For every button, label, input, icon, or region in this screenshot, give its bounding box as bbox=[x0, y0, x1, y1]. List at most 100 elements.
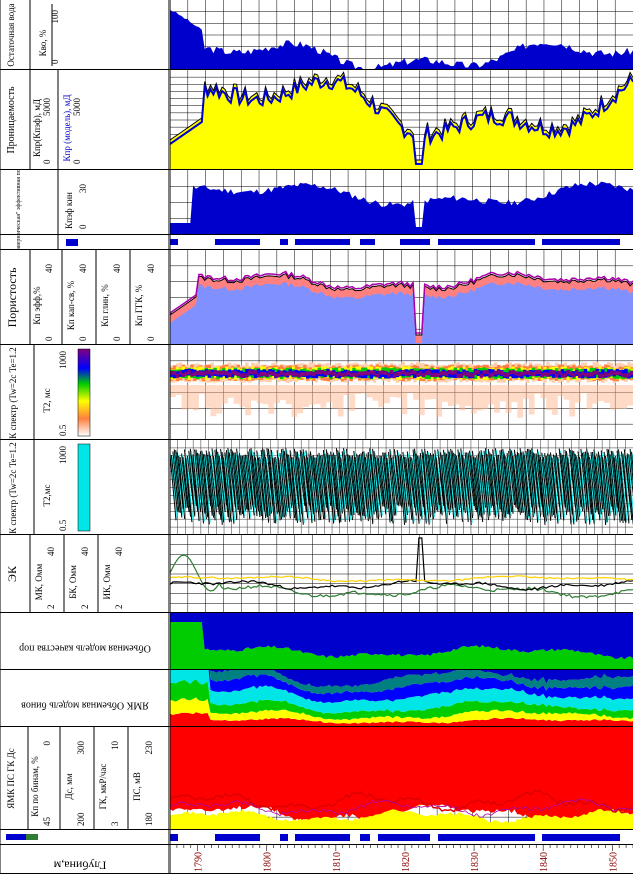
spectrum-cell bbox=[500, 371, 503, 375]
spectrum-cell bbox=[297, 374, 300, 378]
spectrum-cell bbox=[179, 371, 182, 375]
spectrum-cell bbox=[283, 373, 286, 377]
spectrum-cell bbox=[607, 373, 610, 377]
spectrum-cell bbox=[454, 370, 457, 374]
cavern-interval bbox=[360, 239, 375, 245]
cavern-interval bbox=[438, 239, 535, 245]
spectrum-cell bbox=[402, 370, 405, 374]
spectrum-cell bbox=[292, 385, 298, 417]
spectrum-cell bbox=[237, 372, 240, 376]
spectrum-cell bbox=[384, 385, 390, 403]
header-strip bbox=[0, 830, 170, 845]
spectrum-cell bbox=[176, 374, 179, 378]
spectrum-cell bbox=[378, 385, 384, 407]
spectrum-cell bbox=[416, 373, 419, 377]
spectrum-cell bbox=[352, 373, 355, 377]
spectrum-cell bbox=[459, 385, 465, 410]
spectrum-cell bbox=[474, 371, 477, 375]
strip-interval bbox=[280, 834, 288, 841]
spectrum-cell bbox=[234, 385, 240, 404]
scale-max: 40 bbox=[80, 547, 90, 557]
spectrum-cell bbox=[358, 372, 361, 376]
spectrum-cell bbox=[448, 385, 454, 406]
scale-max: 40 bbox=[78, 264, 88, 274]
spectrum-cell bbox=[176, 385, 182, 395]
spectrum-cell bbox=[286, 385, 292, 404]
curve-label: Кп эфф,% bbox=[32, 286, 42, 325]
scale-max: 40 bbox=[146, 264, 156, 274]
spectrum-cell bbox=[494, 385, 500, 413]
spectrum-cell bbox=[575, 385, 581, 403]
scale-min: 2 bbox=[46, 605, 56, 610]
track-title: ЯМК Объемная модель бинов bbox=[21, 700, 149, 711]
scale-max: 300 bbox=[76, 741, 86, 755]
spectrum-cell bbox=[338, 385, 344, 417]
spectrum-cell bbox=[465, 372, 468, 376]
track-title: Пористость bbox=[5, 267, 19, 327]
spectrum-cell bbox=[213, 370, 216, 374]
track-title: Объемная модель качества пор bbox=[19, 643, 151, 654]
spectrum-cell bbox=[260, 372, 263, 376]
spectrum-cell bbox=[268, 371, 271, 375]
track-binvol bbox=[170, 670, 633, 727]
spectrum-cell bbox=[454, 385, 460, 404]
spectrum-cell bbox=[624, 374, 627, 378]
spectrum-cell bbox=[430, 385, 436, 399]
spectrum-cell bbox=[306, 372, 309, 376]
spectrum-cell bbox=[459, 374, 462, 378]
spectrum-cell bbox=[523, 385, 529, 399]
scale-min: 0 bbox=[112, 336, 122, 341]
spectrum-cell bbox=[506, 373, 509, 377]
spectrum-cell bbox=[564, 385, 570, 400]
spectrum-cell bbox=[355, 385, 361, 394]
spectrum-cell bbox=[627, 385, 633, 406]
spectrum-cell bbox=[413, 371, 416, 375]
header-binvol: ЯМК Объемная модель бинов bbox=[0, 670, 170, 727]
scale-max: 40 bbox=[112, 264, 122, 274]
spectrum-cell bbox=[199, 371, 202, 375]
spectrum-cell bbox=[480, 374, 483, 378]
spectrum-cell bbox=[393, 373, 396, 377]
spectrum-cell bbox=[309, 371, 312, 375]
spectrum-cell bbox=[587, 385, 593, 409]
spectrum-cell bbox=[500, 385, 506, 401]
spectrum-cell bbox=[535, 370, 538, 374]
spectrum-cell bbox=[584, 373, 587, 377]
spectrum-cell bbox=[552, 385, 558, 415]
spectrum-cell bbox=[595, 371, 598, 375]
spectrum-cell bbox=[280, 371, 283, 375]
spectrum-cell bbox=[485, 370, 488, 374]
spectrum-cell bbox=[457, 374, 460, 378]
spectrum-cell bbox=[245, 373, 248, 377]
spectrum-cell bbox=[442, 385, 448, 402]
track-gk bbox=[170, 727, 633, 830]
scale-min: 0 bbox=[146, 336, 156, 341]
spectrum-cell bbox=[506, 385, 512, 413]
spectrum-cell bbox=[465, 385, 471, 406]
spectrum-cell bbox=[430, 373, 433, 377]
spectrum-cell bbox=[569, 385, 575, 417]
spectrum-cell bbox=[208, 370, 211, 374]
spectrum-cell bbox=[621, 385, 627, 409]
spectrum-cell bbox=[546, 385, 552, 410]
spectrum-cell bbox=[367, 385, 373, 397]
spectrum-cell bbox=[425, 385, 431, 400]
scale-max: 1000 bbox=[58, 351, 68, 370]
spectrum-cell bbox=[228, 373, 231, 377]
depth-tick-label: 1840 bbox=[539, 852, 550, 872]
spectrum-cell bbox=[621, 373, 624, 377]
spectrum-cell bbox=[216, 371, 219, 375]
spectrum-cell bbox=[529, 385, 535, 415]
spectrum-cell bbox=[439, 372, 442, 376]
scale-max: 40 bbox=[44, 264, 54, 274]
spectrum-cell bbox=[216, 385, 222, 414]
spectrum-cell bbox=[222, 385, 228, 404]
spectrum-cell bbox=[616, 385, 622, 409]
spectrum-cell bbox=[532, 372, 535, 376]
spectrum-cell bbox=[436, 373, 439, 377]
scale-max: 230 bbox=[144, 741, 154, 755]
spectrum-cell bbox=[552, 370, 555, 374]
